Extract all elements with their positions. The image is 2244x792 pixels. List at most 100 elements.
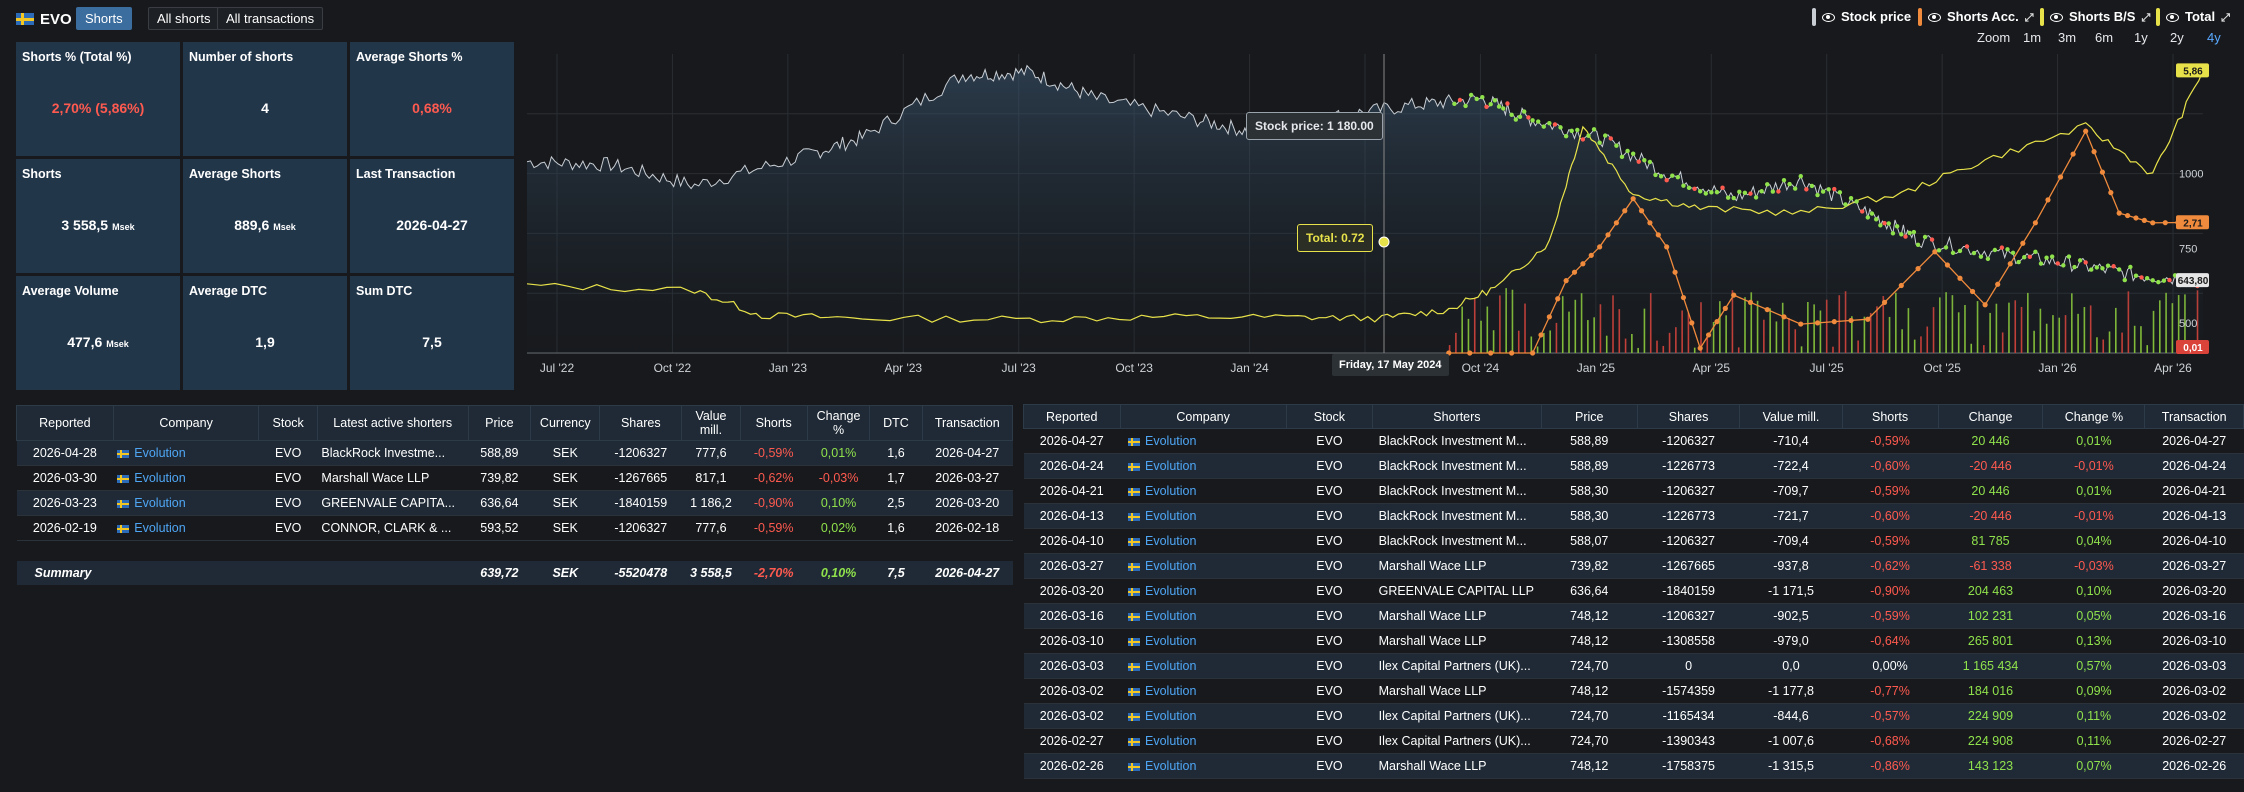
col-dtc[interactable]: DTC xyxy=(869,405,923,441)
table-cell: 724,70 xyxy=(1541,703,1638,729)
table-cell[interactable]: Evolution xyxy=(1120,603,1287,629)
col-transaction[interactable]: Transaction xyxy=(921,405,1014,441)
legend-stock-price[interactable]: Stock price xyxy=(1812,6,1911,28)
transaction-dot xyxy=(2038,261,2044,266)
zoom-1m[interactable]: 1m xyxy=(2023,30,2042,45)
zoom-2y[interactable]: 2y xyxy=(2170,30,2184,45)
tab-all-transactions[interactable]: All transactions xyxy=(217,7,324,30)
legend-shorts-acc[interactable]: Shorts Acc. ⤢ xyxy=(1918,6,2034,28)
table-cell[interactable]: Evolution xyxy=(1120,478,1287,504)
table-row[interactable]: 2026-03-16 Evolution EVO Marshall Wace LLP 7… xyxy=(1023,603,2244,629)
chart-svg[interactable]: Jul '22 Oct '22 Jan '23 Apr '23 Jul '23 Oct '… xyxy=(526,46,2209,378)
table-cell[interactable]: Evolution xyxy=(1120,628,1287,654)
table-cell[interactable]: Evolution xyxy=(1120,528,1287,554)
table-cell[interactable]: Evolution xyxy=(1120,728,1287,754)
legend-shorts-bs[interactable]: Shorts B/S ⤢ xyxy=(2040,6,2150,28)
tab-all-shorts[interactable]: All shorts xyxy=(148,7,220,30)
table-cell[interactable]: Evolution xyxy=(1120,428,1287,454)
zoom-1y[interactable]: 1y xyxy=(2134,30,2148,45)
shorts-acc-dot xyxy=(1605,232,1611,238)
table-row[interactable]: 2026-02-19 Evolution EVO CONNOR, CLARK & ..… xyxy=(16,515,1013,541)
col-value-mill[interactable]: Value mill. xyxy=(681,405,741,441)
col-price[interactable]: Price xyxy=(1540,404,1638,429)
table-cell[interactable]: Evolution xyxy=(1120,678,1287,704)
expand-icon[interactable]: ⤢ xyxy=(2141,12,2151,24)
transaction-dot xyxy=(1929,237,1935,242)
table-cell: -1308558 xyxy=(1637,628,1740,654)
table-cell[interactable]: Evolution xyxy=(113,490,259,516)
table-cell[interactable]: Evolution xyxy=(113,440,259,466)
table-cell: -1574359 xyxy=(1637,678,1740,704)
table-row[interactable]: 2026-03-27 Evolution EVO Marshall Wace LLP 7… xyxy=(1023,553,2244,579)
col-company[interactable]: Company xyxy=(1119,404,1287,429)
col-latest-active-shorters[interactable]: Latest active shorters xyxy=(316,405,469,441)
table-cell[interactable]: Evolution xyxy=(113,515,259,541)
table-row[interactable]: 2026-04-10 Evolution EVO BlackRock Investme… xyxy=(1023,528,2244,554)
table-cell[interactable]: Evolution xyxy=(1120,653,1287,679)
col-change-pct[interactable]: Change % xyxy=(806,405,871,441)
table-row[interactable]: 2026-04-27 Evolution EVO BlackRock Investme… xyxy=(1023,428,2244,454)
col-value-mill[interactable]: Value mill. xyxy=(1739,404,1843,429)
table-cell: EVO xyxy=(1286,453,1373,479)
table-row[interactable]: 2026-04-28 Evolution EVO BlackRock Investme… xyxy=(16,440,1013,466)
table-row[interactable]: 2026-04-24 Evolution EVO BlackRock Investme… xyxy=(1023,453,2244,479)
table-cell[interactable]: Evolution xyxy=(1120,453,1287,479)
zoom-6m[interactable]: 6m xyxy=(2095,30,2114,45)
col-stock[interactable]: Stock xyxy=(1285,404,1374,429)
table-cell: Ilex Capital Partners (UK)... xyxy=(1372,703,1542,729)
table-row[interactable]: 2026-03-03 Evolution EVO Ilex Capital Partn… xyxy=(1023,653,2244,679)
table-row[interactable]: 2026-02-27 Evolution EVO Ilex Capital Partn… xyxy=(1023,728,2244,754)
table-row[interactable]: 2026-03-02 Evolution EVO Ilex Capital Partn… xyxy=(1023,703,2244,729)
col-shares[interactable]: Shares xyxy=(599,405,683,441)
col-shorters[interactable]: Shorters xyxy=(1372,404,1542,429)
table-row[interactable]: 2026-03-30 Evolution EVO Marshall Wace LLP 7… xyxy=(16,465,1013,491)
table-cell[interactable]: Evolution xyxy=(113,465,259,491)
col-shorts[interactable]: Shorts xyxy=(1841,404,1939,429)
stat-value: 0,68% xyxy=(412,100,452,116)
table-cell: -902,5 xyxy=(1739,603,1843,629)
table-cell[interactable]: Evolution xyxy=(1120,703,1287,729)
table-row[interactable]: 2026-03-20 Evolution EVO GREENVALE CAPITAL … xyxy=(1023,578,2244,604)
table-cell[interactable]: Evolution xyxy=(1120,578,1287,604)
table-row[interactable]: 2026-02-26 Evolution EVO Marshall Wace LLP 7… xyxy=(1023,753,2244,779)
table-cell[interactable]: Evolution xyxy=(1120,503,1287,529)
legend-total[interactable]: Total ⤢ xyxy=(2156,6,2230,28)
col-change-pct[interactable]: Change % xyxy=(2042,404,2146,429)
table-cell: 593,52 xyxy=(468,515,531,541)
table-cell: -0,59% xyxy=(1842,478,1939,504)
table-cell: 224 909 xyxy=(1938,703,2043,729)
table-cell: 588,89 xyxy=(468,440,531,466)
table-cell: -1 007,6 xyxy=(1739,728,1843,754)
col-company[interactable]: Company xyxy=(112,405,260,441)
expand-icon[interactable]: ⤢ xyxy=(2024,12,2034,24)
table-cell: 2026-04-21 xyxy=(2144,478,2244,504)
col-shares[interactable]: Shares xyxy=(1636,404,1741,429)
shorts-acc-dot xyxy=(1848,317,1854,324)
table-cell[interactable]: Evolution xyxy=(1120,753,1287,779)
col-transaction[interactable]: Transaction xyxy=(2144,404,2244,429)
transaction-dot xyxy=(2083,260,2088,265)
transaction-dot xyxy=(1922,234,1928,240)
table-row[interactable]: 2026-03-23 Evolution EVO GREENVALE CAPITA..… xyxy=(16,490,1013,516)
shorts-chart[interactable]: Jul '22 Oct '22 Jan '23 Apr '23 Jul '23 Oct '… xyxy=(526,46,2209,378)
tab-shorts[interactable]: Shorts xyxy=(76,7,132,30)
col-currency[interactable]: Currency xyxy=(530,405,601,441)
col-reported[interactable]: Reported xyxy=(1023,404,1121,429)
expand-icon[interactable]: ⤢ xyxy=(2221,12,2230,24)
zoom-label: Zoom xyxy=(1977,30,2011,45)
zoom-3m[interactable]: 3m xyxy=(2058,30,2077,45)
table-cell[interactable]: Evolution xyxy=(1120,553,1287,579)
transaction-dot xyxy=(1753,195,1759,200)
col-change[interactable]: Change xyxy=(1937,404,2044,429)
table-cell: 636,64 xyxy=(1541,578,1638,604)
table-row[interactable]: 2026-03-10 Evolution EVO Marshall Wace LLP 7… xyxy=(1023,628,2244,654)
col-reported[interactable]: Reported xyxy=(16,405,114,441)
col-stock[interactable]: Stock xyxy=(258,405,318,441)
col-price[interactable]: Price xyxy=(467,405,532,441)
table-row[interactable]: 2026-03-02 Evolution EVO Marshall Wace LLP 7… xyxy=(1023,678,2244,704)
col-shorts[interactable]: Shorts xyxy=(739,405,808,441)
table-row[interactable]: 2026-04-21 Evolution EVO BlackRock Investme… xyxy=(1023,478,2244,504)
shorts-acc-dot xyxy=(1530,350,1536,356)
table-row[interactable]: 2026-04-13 Evolution EVO BlackRock Investme… xyxy=(1023,503,2244,529)
zoom-4y[interactable]: 4y xyxy=(2207,30,2221,45)
